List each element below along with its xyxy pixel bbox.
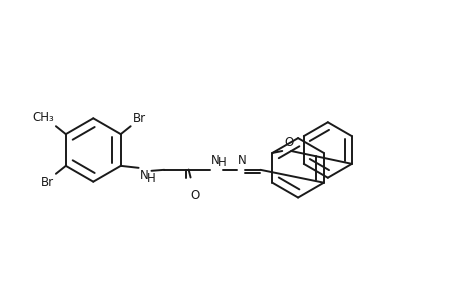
Text: O: O	[190, 189, 199, 202]
Text: O: O	[284, 136, 293, 149]
Text: N: N	[210, 154, 219, 167]
Text: H: H	[146, 172, 155, 185]
Text: Br: Br	[132, 112, 146, 125]
Text: N: N	[237, 154, 246, 167]
Text: H: H	[218, 156, 226, 169]
Text: CH₃: CH₃	[32, 111, 54, 124]
Text: Br: Br	[41, 176, 54, 189]
Text: N: N	[139, 169, 148, 182]
